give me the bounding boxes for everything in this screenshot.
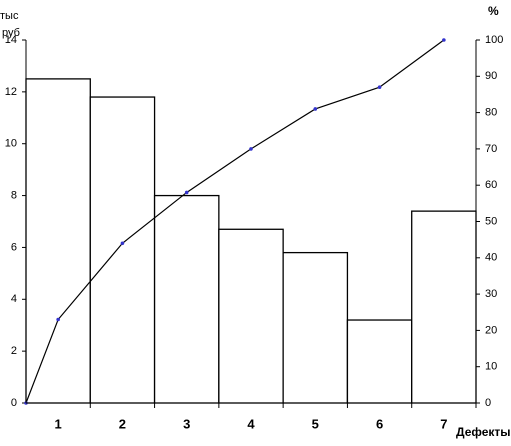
x-tick-label: 3	[183, 416, 190, 431]
y2-tick-label: 100	[485, 34, 503, 46]
y2-tick-label: 40	[485, 252, 497, 264]
x-tick-label: 4	[247, 416, 255, 431]
bar	[25, 78, 91, 404]
bar	[218, 228, 284, 404]
x-tick-label: 6	[376, 416, 383, 431]
x-tick-label: 2	[119, 416, 126, 431]
x-tick-label: 7	[440, 416, 447, 431]
y2-tick-label: 80	[485, 107, 497, 119]
marker	[442, 38, 446, 42]
y2-tick-label: 0	[485, 397, 491, 409]
marker	[120, 241, 125, 246]
y-tick-label: 12	[5, 86, 17, 98]
y2-tick-label: 50	[485, 215, 497, 227]
y-tick-label: 10	[5, 138, 17, 150]
y-tick-label: 14	[5, 34, 17, 46]
x-label: Дефекты	[456, 425, 511, 439]
marker	[313, 107, 318, 111]
y2-tick-label: 60	[485, 179, 497, 191]
bar	[346, 319, 413, 404]
y-tick-label: 6	[11, 241, 17, 253]
y-tick-label: 4	[11, 293, 17, 305]
y2-tick-label: 10	[485, 361, 497, 373]
marker	[377, 85, 382, 89]
y-tick-label: 8	[11, 189, 17, 201]
line	[25, 39, 445, 404]
y2-tick-label: 90	[485, 70, 497, 82]
marker	[56, 317, 60, 322]
bar	[153, 194, 220, 404]
bar	[282, 251, 349, 404]
y-label: тыс	[0, 10, 19, 22]
x-tick-label: 5	[312, 416, 319, 431]
y2-label: %	[488, 4, 499, 18]
y2-tick-label: 20	[485, 324, 497, 336]
marker	[249, 147, 253, 151]
y2-tick-label: 70	[485, 143, 497, 155]
y2-tick-label: 30	[485, 288, 497, 300]
y-label: руб	[2, 27, 20, 39]
bar	[89, 96, 156, 404]
y-tick-label: 0	[11, 397, 17, 409]
marker	[184, 190, 189, 195]
x-tick-label: 1	[55, 416, 62, 431]
y-tick-label: 2	[11, 345, 17, 357]
bar	[411, 210, 477, 404]
